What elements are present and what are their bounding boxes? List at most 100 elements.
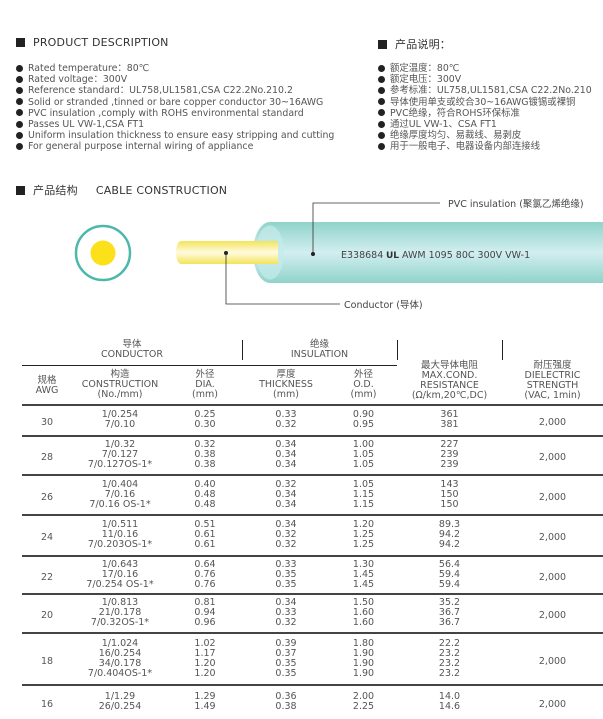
dielectric-value: 2,000 xyxy=(538,571,567,583)
resistance-value: 23.2 xyxy=(438,667,461,679)
description-item: Reference standard：UL758,UL1581,CSA C22.… xyxy=(16,85,334,96)
cross-section xyxy=(74,224,132,282)
thickness-value: 0.38 xyxy=(275,701,297,712)
heading-text: PRODUCT DESCRIPTION xyxy=(33,36,169,49)
dia-value: 0.94 xyxy=(194,607,216,618)
cell-dia: 0.25 0.30 xyxy=(168,405,242,435)
cell-thickness: 0.34 0.33 0.32 xyxy=(242,594,330,632)
od-value: 1.50 xyxy=(352,597,375,608)
ul-logo: UL xyxy=(386,251,399,261)
cell-dielectric: 2,000 xyxy=(502,594,603,632)
od-value: 1.15 xyxy=(352,498,375,510)
table-row: 24 1/0.511 11/0.16 7/0.203OS-1* 0.51 0.61 0.61… xyxy=(22,515,603,555)
resistance-value: 381 xyxy=(440,419,459,430)
cell-construction: 1/0.254 7/0.10 xyxy=(72,405,168,435)
header-awg: 规格 AWG xyxy=(35,375,59,396)
cell-dia: 0.51 0.61 0.61 xyxy=(168,515,242,555)
od-value: 1.20 xyxy=(352,519,375,530)
heading-en: CABLE CONSTRUCTION xyxy=(95,184,228,197)
resistance-value: 14.6 xyxy=(438,701,461,712)
construction-value: 1/1.29 xyxy=(104,691,136,702)
header-conductor: 导体 CONDUCTOR xyxy=(100,339,163,360)
header-thickness: 厚度 THICKNESS (mm) xyxy=(259,369,313,400)
resistance-value: 150 xyxy=(440,488,459,500)
thickness-value: 0.32 xyxy=(275,529,297,540)
cell-od: 0.90 0.95 xyxy=(330,405,397,435)
description-item: Passes UL VW-1,CSA FT1 xyxy=(16,119,334,130)
cell-thickness: 0.39 0.37 0.35 0.35 xyxy=(242,633,330,684)
cell-thickness: 0.32 0.34 0.34 xyxy=(242,475,330,514)
od-value: 1.25 xyxy=(352,539,375,550)
cell-awg: 28 xyxy=(22,436,72,474)
dielectric-value: 2,000 xyxy=(538,655,567,667)
construction-value: 7/0.32OS-1* xyxy=(90,617,150,628)
cell-od: 1.30 1.45 1.45 xyxy=(330,556,397,593)
construction-value: 7/0.127OS-1* xyxy=(87,459,153,470)
resistance-value: 89.3 xyxy=(438,519,461,530)
description-item: 额定温度：80℃ xyxy=(378,63,592,74)
cell-dielectric: 2,000 xyxy=(502,436,603,474)
awg-value: 16 xyxy=(40,699,54,710)
resistance-value: 94.2 xyxy=(438,529,461,540)
description-item: Uniform insulation thickness to ensure e… xyxy=(16,130,334,141)
dielectric-value: 2,000 xyxy=(538,491,567,503)
cell-od: 1.05 1.15 1.15 xyxy=(330,475,397,514)
cell-resistance: 143 150 150 xyxy=(397,475,502,514)
od-value: 1.90 xyxy=(352,667,375,679)
cell-awg: 26 xyxy=(22,475,72,514)
product-description-cn-heading: 产品说明： xyxy=(378,36,451,52)
cell-resistance: 35.2 36.7 36.7 xyxy=(397,594,502,632)
description-item: 导体使用单支或绞合30~16AWG镀锡或裸铜 xyxy=(378,97,592,108)
od-value: 0.90 xyxy=(352,409,375,420)
construction-value: 11/0.16 xyxy=(101,529,139,540)
dia-value: 1.02 xyxy=(194,637,216,649)
thickness-value: 0.36 xyxy=(275,691,297,702)
dia-value: 0.48 xyxy=(194,498,216,510)
description-list-en: Rated temperature：80℃ Rated voltage：300V R… xyxy=(16,63,334,153)
construction-value: 1/0.32 xyxy=(104,439,136,450)
cell-dia: 1.29 1.49 xyxy=(168,685,242,719)
cell-construction: 1/1.29 26/0.254 xyxy=(72,685,168,719)
cell-od: 1.80 1.90 1.90 1.90 xyxy=(330,633,397,684)
marking-text: AWM 1095 80C 300V VW-1 xyxy=(402,250,530,261)
cell-dielectric: 2,000 xyxy=(502,633,603,684)
dielectric-value: 2,000 xyxy=(538,699,567,710)
header-insulation: 绝缘 INSULATION xyxy=(290,339,349,360)
dia-value: 1.20 xyxy=(194,667,216,679)
resistance-value: 22.2 xyxy=(438,637,461,649)
table-row: 28 1/0.32 7/0.127 7/0.127OS-1* 0.32 0.38 0.38 0… xyxy=(22,436,603,474)
resistance-value: 361 xyxy=(440,409,459,420)
cell-awg: 30 xyxy=(22,405,72,435)
thickness-value: 0.34 xyxy=(275,519,297,530)
od-value: 1.05 xyxy=(352,449,375,460)
dia-value: 0.96 xyxy=(194,617,216,628)
cell-dielectric: 2,000 xyxy=(502,515,603,555)
dia-value: 1.20 xyxy=(194,657,216,669)
awg-value: 28 xyxy=(40,452,54,463)
od-value: 2.00 xyxy=(352,691,375,702)
resistance-value: 239 xyxy=(440,459,459,470)
cell-dia: 1.02 1.17 1.20 1.20 xyxy=(168,633,242,684)
cell-awg: 16 xyxy=(22,685,72,719)
marking-code: E338684 xyxy=(341,250,383,261)
construction-value: 26/0.254 xyxy=(98,701,142,712)
cell-resistance: 14.0 14.6 xyxy=(397,685,502,719)
resistance-value: 36.7 xyxy=(438,607,461,618)
od-value: 1.30 xyxy=(352,558,375,570)
header-dia: 外径 DIA. (mm) xyxy=(192,369,218,400)
od-value: 2.25 xyxy=(352,701,375,712)
thickness-value: 0.33 xyxy=(275,409,297,420)
od-value: 1.60 xyxy=(352,607,375,618)
product-description-heading: PRODUCT DESCRIPTION xyxy=(16,36,169,49)
resistance-value: 59.4 xyxy=(438,568,461,580)
construction-value: 1/0.643 xyxy=(101,558,139,570)
dia-value: 0.48 xyxy=(194,488,216,500)
description-item: PVC insulation ,comply with ROHS environ… xyxy=(16,108,334,119)
cell-resistance: 89.3 94.2 94.2 xyxy=(397,515,502,555)
thickness-value: 0.33 xyxy=(275,558,297,570)
dia-value: 0.61 xyxy=(194,529,216,540)
cell-thickness: 0.33 0.35 0.35 xyxy=(242,556,330,593)
resistance-value: 23.2 xyxy=(438,647,461,659)
cell-awg: 20 xyxy=(22,594,72,632)
thickness-value: 0.32 xyxy=(275,539,297,550)
